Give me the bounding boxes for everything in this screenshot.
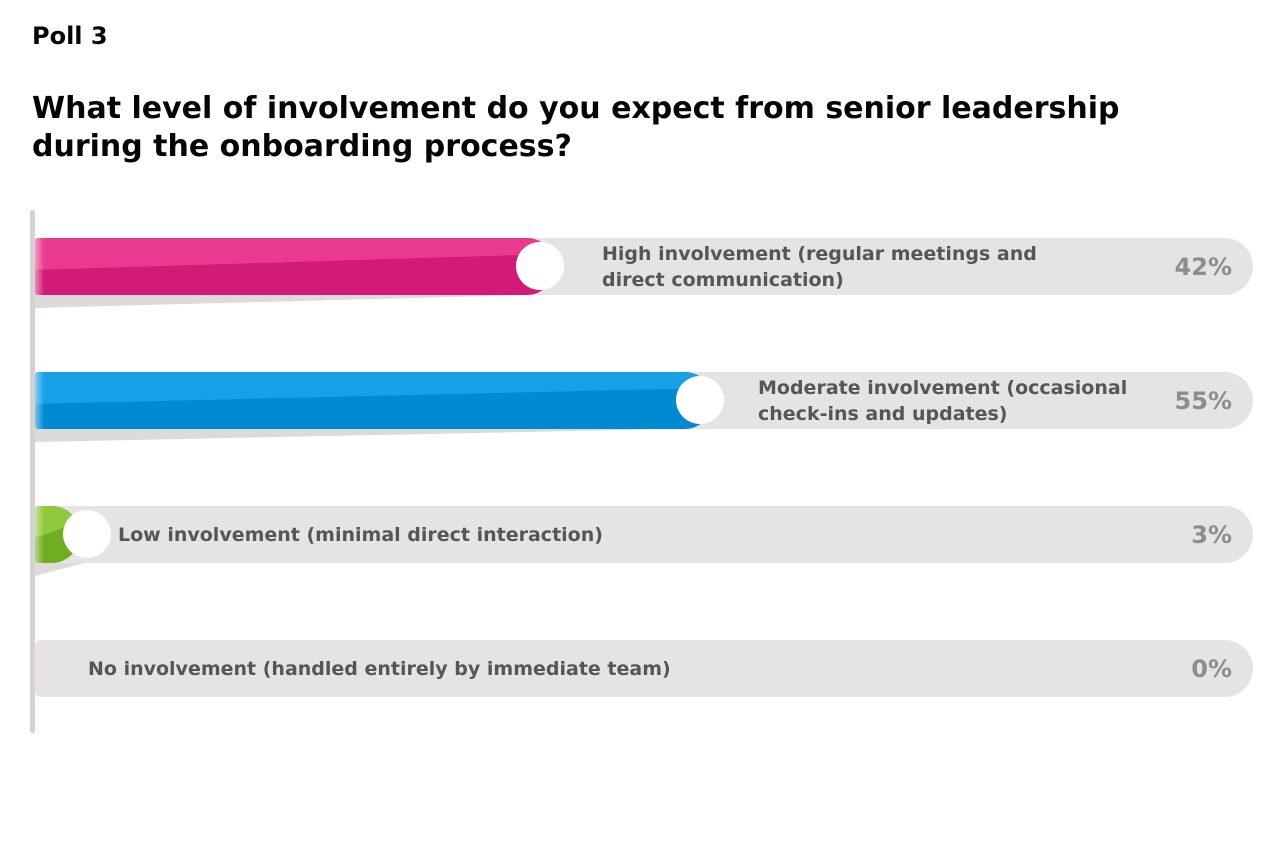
option-percentage: 3%: [1191, 520, 1232, 549]
option-percentage: 42%: [1174, 252, 1232, 281]
poll-question: What level of involvement do you expect …: [32, 90, 1120, 166]
option-label: High involvement (regular meetings and di…: [602, 238, 1037, 295]
option-label-line: check-ins and updates): [758, 402, 1008, 425]
bar-track: [35, 640, 1253, 697]
option-label: Moderate involvement (occasional check-in…: [758, 372, 1127, 429]
poll-question-line: What level of involvement do you expect …: [32, 91, 1120, 126]
option-label: No involvement (handled entirely by imme…: [88, 640, 671, 697]
poll-option-row: No involvement (handled entirely by imme…: [0, 640, 1280, 697]
poll-question-line: during the onboarding process?: [32, 129, 572, 164]
option-label-line: No involvement (handled entirely by imme…: [88, 657, 671, 680]
result-bar: [35, 372, 713, 429]
result-bar-left-sheen: [35, 238, 44, 295]
option-percentage: 55%: [1174, 386, 1232, 415]
bar-base-flare: [35, 562, 88, 576]
poll-option-row: High involvement (regular meetings and di…: [0, 238, 1280, 308]
bar-end-dot: [63, 510, 111, 558]
poll-kicker: Poll 3: [32, 22, 108, 50]
bar-end-dot: [516, 242, 564, 290]
option-label-line: direct communication): [602, 268, 844, 291]
option-label-line: Moderate involvement (occasional: [758, 376, 1128, 399]
result-bar: [35, 238, 555, 295]
result-bar-highlight: [35, 372, 713, 404]
bar-track: [35, 506, 1253, 563]
result-bar-left-sheen: [35, 372, 44, 429]
bar-base-flare: [35, 428, 721, 442]
bar-end-dot: [676, 376, 724, 424]
chart-axis-line: [30, 210, 35, 733]
poll-option-row: Moderate involvement (occasional check-in…: [0, 372, 1280, 442]
option-label-line: Low involvement (minimal direct interact…: [118, 523, 603, 546]
option-label: Low involvement (minimal direct interact…: [118, 506, 603, 563]
option-percentage: 0%: [1191, 654, 1232, 683]
bar-base-flare: [35, 294, 563, 308]
poll-option-row: Low involvement (minimal direct interact…: [0, 506, 1280, 576]
option-label-line: High involvement (regular meetings and: [602, 242, 1037, 265]
result-bar-highlight: [35, 238, 555, 270]
result-bar-left-sheen: [35, 506, 44, 563]
